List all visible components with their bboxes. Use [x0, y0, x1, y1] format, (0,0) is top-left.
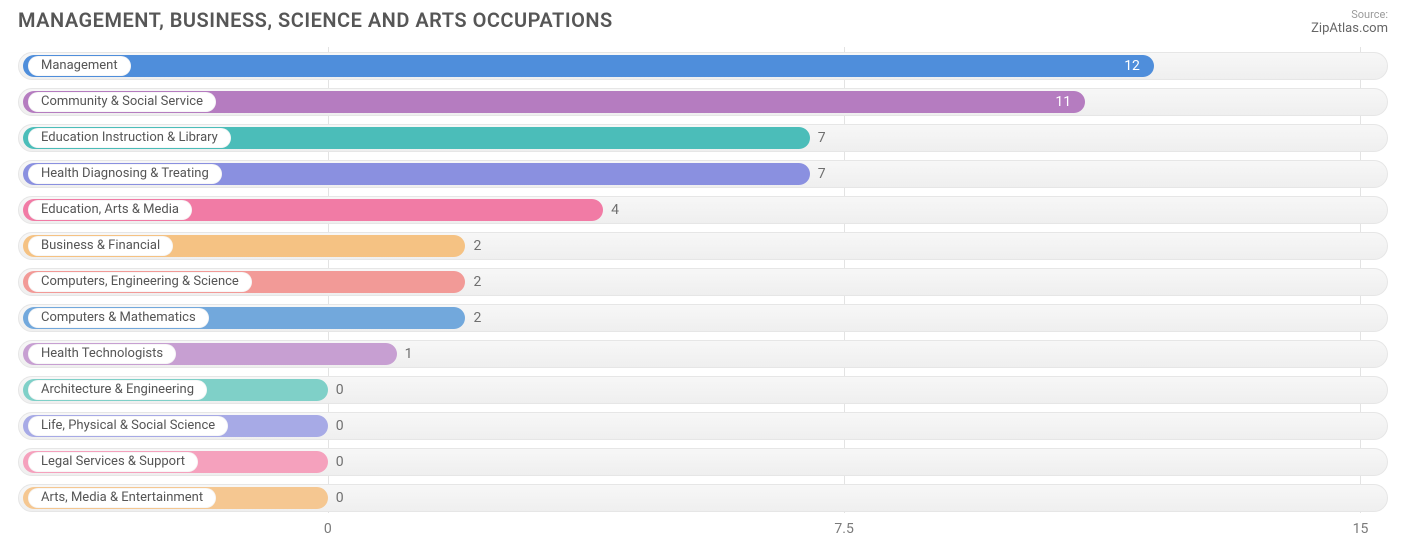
bar-category-label: Computers, Engineering & Science — [28, 272, 252, 292]
bar-row: Arts, Media & Entertainment 0 — [18, 481, 1388, 515]
bar-row: Life, Physical & Social Science 0 — [18, 409, 1388, 443]
bar-value-label: 2 — [473, 229, 481, 263]
bar-category-label: Life, Physical & Social Science — [28, 416, 228, 436]
bar-row: Management 12 — [18, 49, 1388, 83]
x-axis-tick-label: 7.5 — [834, 521, 853, 537]
bar-value-label: 0 — [336, 373, 344, 407]
bar-row: Business & Financial 2 — [18, 229, 1388, 263]
chart-header: MANAGEMENT, BUSINESS, SCIENCE AND ARTS O… — [18, 8, 1388, 37]
x-axis-tick-label: 15 — [1353, 521, 1369, 537]
bar-value-label: 0 — [336, 445, 344, 479]
chart-title: MANAGEMENT, BUSINESS, SCIENCE AND ARTS O… — [18, 8, 613, 32]
bar-category-label: Arts, Media & Entertainment — [28, 488, 216, 508]
bar-value-label: 2 — [473, 265, 481, 299]
source-value: ZipAtlas.com — [1311, 21, 1388, 37]
bar-row: Legal Services & Support 0 — [18, 445, 1388, 479]
bar-value-label: 2 — [473, 301, 481, 335]
bar-value-label: 7 — [818, 121, 826, 155]
bar-category-label: Computers & Mathematics — [28, 308, 209, 328]
bar-row: Health Technologists 1 — [18, 337, 1388, 371]
bar-value-label: 0 — [336, 409, 344, 443]
bar-series: Management12Community & Social Service11… — [18, 47, 1388, 515]
bar-category-label: Education, Arts & Media — [28, 200, 192, 220]
bar-row: Health Diagnosing & Treating 7 — [18, 157, 1388, 191]
bar-row: Education Instruction & Library 7 — [18, 121, 1388, 155]
source-attribution: Source: ZipAtlas.com — [1311, 8, 1388, 37]
bar-fill — [23, 55, 1154, 77]
bar-category-label: Management — [28, 56, 131, 76]
bar-category-label: Health Technologists — [28, 344, 176, 364]
x-axis-labels: 0 7.5 15 — [18, 513, 1388, 537]
source-label: Source: — [1311, 8, 1388, 21]
bar-value-label: 4 — [611, 193, 619, 227]
bar-row: Computers & Mathematics 2 — [18, 301, 1388, 335]
bar-category-label: Business & Financial — [28, 236, 173, 256]
bar-category-label: Education Instruction & Library — [28, 128, 231, 148]
bar-row: Computers, Engineering & Science 2 — [18, 265, 1388, 299]
x-axis-tick-label: 0 — [324, 521, 332, 537]
occupations-chart: MANAGEMENT, BUSINESS, SCIENCE AND ARTS O… — [0, 0, 1406, 558]
bar-category-label: Health Diagnosing & Treating — [28, 164, 222, 184]
plot-area: Management12Community & Social Service11… — [18, 47, 1388, 537]
bar-row: Architecture & Engineering 0 — [18, 373, 1388, 407]
bar-value-label: 0 — [336, 481, 344, 515]
bar-row: Education, Arts & Media 4 — [18, 193, 1388, 227]
bar-value-label: 7 — [818, 157, 826, 191]
bar-category-label: Legal Services & Support — [28, 452, 198, 472]
bar-category-label: Architecture & Engineering — [28, 380, 207, 400]
bar-value-label: 12 — [1124, 49, 1140, 83]
bar-category-label: Community & Social Service — [28, 92, 216, 112]
bar-row: Community & Social Service 11 — [18, 85, 1388, 119]
bar-value-label: 11 — [1055, 85, 1071, 119]
bar-value-label: 1 — [405, 337, 413, 371]
